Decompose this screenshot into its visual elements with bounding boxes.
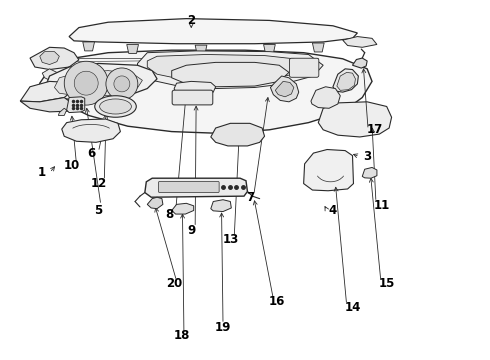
Text: 4: 4 bbox=[329, 204, 337, 217]
Text: 18: 18 bbox=[173, 329, 190, 342]
Text: 13: 13 bbox=[222, 233, 239, 246]
Polygon shape bbox=[147, 54, 304, 81]
Ellipse shape bbox=[99, 99, 131, 114]
Polygon shape bbox=[337, 72, 355, 90]
Circle shape bbox=[106, 68, 138, 100]
Text: 12: 12 bbox=[90, 177, 106, 190]
Polygon shape bbox=[195, 45, 207, 54]
Ellipse shape bbox=[95, 96, 136, 117]
Circle shape bbox=[114, 76, 130, 92]
Polygon shape bbox=[304, 149, 353, 191]
Polygon shape bbox=[211, 123, 265, 146]
Polygon shape bbox=[40, 51, 59, 64]
FancyBboxPatch shape bbox=[290, 58, 319, 77]
Polygon shape bbox=[211, 200, 231, 212]
Polygon shape bbox=[311, 87, 340, 108]
Polygon shape bbox=[172, 203, 194, 214]
Text: 16: 16 bbox=[269, 296, 285, 309]
Text: 3: 3 bbox=[363, 150, 371, 163]
Polygon shape bbox=[45, 63, 157, 101]
Text: 5: 5 bbox=[94, 204, 102, 217]
Text: 7: 7 bbox=[246, 192, 254, 204]
Text: 1: 1 bbox=[38, 166, 46, 179]
Polygon shape bbox=[147, 197, 163, 209]
Text: 19: 19 bbox=[215, 320, 231, 333]
Polygon shape bbox=[42, 69, 64, 81]
Text: 20: 20 bbox=[166, 278, 182, 291]
Polygon shape bbox=[172, 62, 289, 87]
Polygon shape bbox=[275, 81, 294, 97]
Polygon shape bbox=[20, 98, 74, 112]
Text: 14: 14 bbox=[344, 301, 361, 314]
Polygon shape bbox=[270, 76, 299, 102]
Circle shape bbox=[64, 61, 108, 105]
Text: 8: 8 bbox=[165, 208, 173, 221]
FancyBboxPatch shape bbox=[172, 90, 213, 105]
Text: 10: 10 bbox=[63, 159, 80, 172]
Polygon shape bbox=[67, 97, 85, 113]
Polygon shape bbox=[362, 167, 377, 178]
Polygon shape bbox=[145, 178, 247, 197]
Polygon shape bbox=[58, 108, 67, 116]
Polygon shape bbox=[138, 51, 323, 89]
Text: 6: 6 bbox=[87, 147, 95, 159]
Polygon shape bbox=[174, 81, 216, 95]
Polygon shape bbox=[352, 58, 367, 68]
Polygon shape bbox=[127, 44, 139, 53]
Polygon shape bbox=[343, 37, 377, 47]
Polygon shape bbox=[62, 119, 121, 142]
Polygon shape bbox=[30, 47, 79, 69]
FancyBboxPatch shape bbox=[158, 181, 219, 193]
Polygon shape bbox=[333, 69, 358, 92]
Polygon shape bbox=[54, 71, 143, 97]
Text: 9: 9 bbox=[187, 224, 196, 237]
Circle shape bbox=[74, 71, 98, 95]
Polygon shape bbox=[69, 19, 357, 44]
Text: 11: 11 bbox=[374, 199, 390, 212]
Polygon shape bbox=[313, 43, 324, 52]
Text: 15: 15 bbox=[378, 278, 395, 291]
Polygon shape bbox=[264, 44, 275, 53]
Polygon shape bbox=[20, 81, 74, 102]
Text: 2: 2 bbox=[187, 14, 196, 27]
Text: 17: 17 bbox=[367, 123, 383, 136]
Polygon shape bbox=[318, 102, 392, 137]
Polygon shape bbox=[40, 50, 372, 134]
Polygon shape bbox=[83, 42, 95, 51]
